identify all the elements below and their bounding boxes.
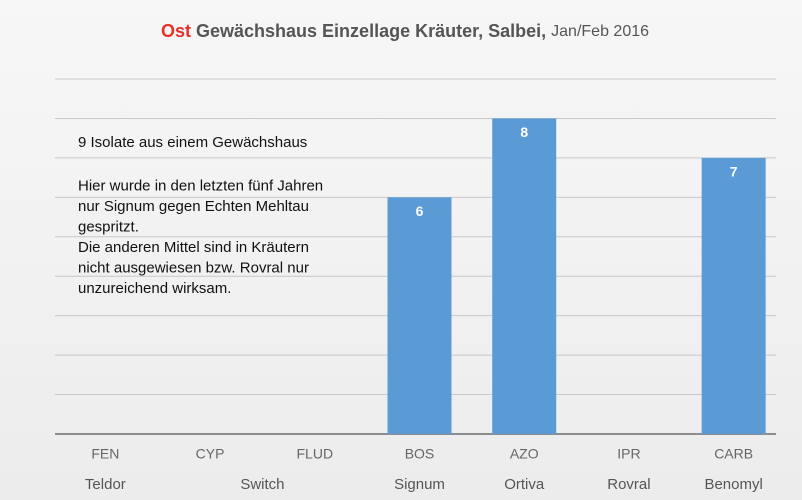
x-tick-label: AZO xyxy=(510,446,539,462)
annotation-line: unzureichend wirksam. xyxy=(78,280,231,297)
annotation-line: Hier wurde in den letzten fünf Jahren xyxy=(78,177,323,194)
x-tick-label: BOS xyxy=(405,446,435,462)
bar xyxy=(492,118,557,434)
product-label: Switch xyxy=(240,476,284,493)
x-tick-label: FEN xyxy=(91,446,119,462)
product-label: Teldor xyxy=(85,476,126,493)
bar xyxy=(701,157,766,434)
annotation-line: nur Signum gegen Echten Mehltau xyxy=(78,198,309,215)
chart-title: Ost Gewächshaus Einzellage Kräuter, Salb… xyxy=(161,21,649,41)
product-label: Signum xyxy=(394,476,445,493)
annotation-line: Die anderen Mittel sind in Kräutern xyxy=(78,239,309,256)
product-label: Ortiva xyxy=(504,476,545,493)
x-tick-label: CARB xyxy=(714,446,753,462)
data-label: 6 xyxy=(416,203,424,219)
data-label: 8 xyxy=(520,124,528,140)
title-prefix: Ost xyxy=(161,21,191,41)
data-label: 7 xyxy=(730,164,738,180)
annotation-line: 9 Isolate aus einem Gewächshaus xyxy=(78,134,307,151)
x-tick-label: FLUD xyxy=(297,446,334,462)
x-tick-label: CYP xyxy=(196,446,225,462)
title-suffix: Jan/Feb 2016 xyxy=(551,23,649,40)
product-label: Rovral xyxy=(607,476,650,493)
x-tick-label: IPR xyxy=(617,446,640,462)
bar xyxy=(387,197,452,434)
annotation-line: nicht ausgewiesen bzw. Rovral nur xyxy=(78,259,309,276)
annotation-line: gespritzt. xyxy=(78,218,139,235)
title-main: Gewächshaus Einzellage Kräuter, Salbei, xyxy=(196,21,546,41)
product-label: Benomyl xyxy=(704,476,762,493)
